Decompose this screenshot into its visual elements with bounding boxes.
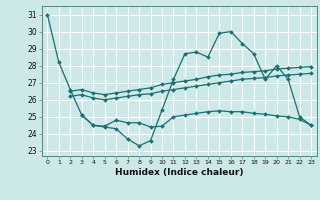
X-axis label: Humidex (Indice chaleur): Humidex (Indice chaleur) [115, 168, 244, 177]
